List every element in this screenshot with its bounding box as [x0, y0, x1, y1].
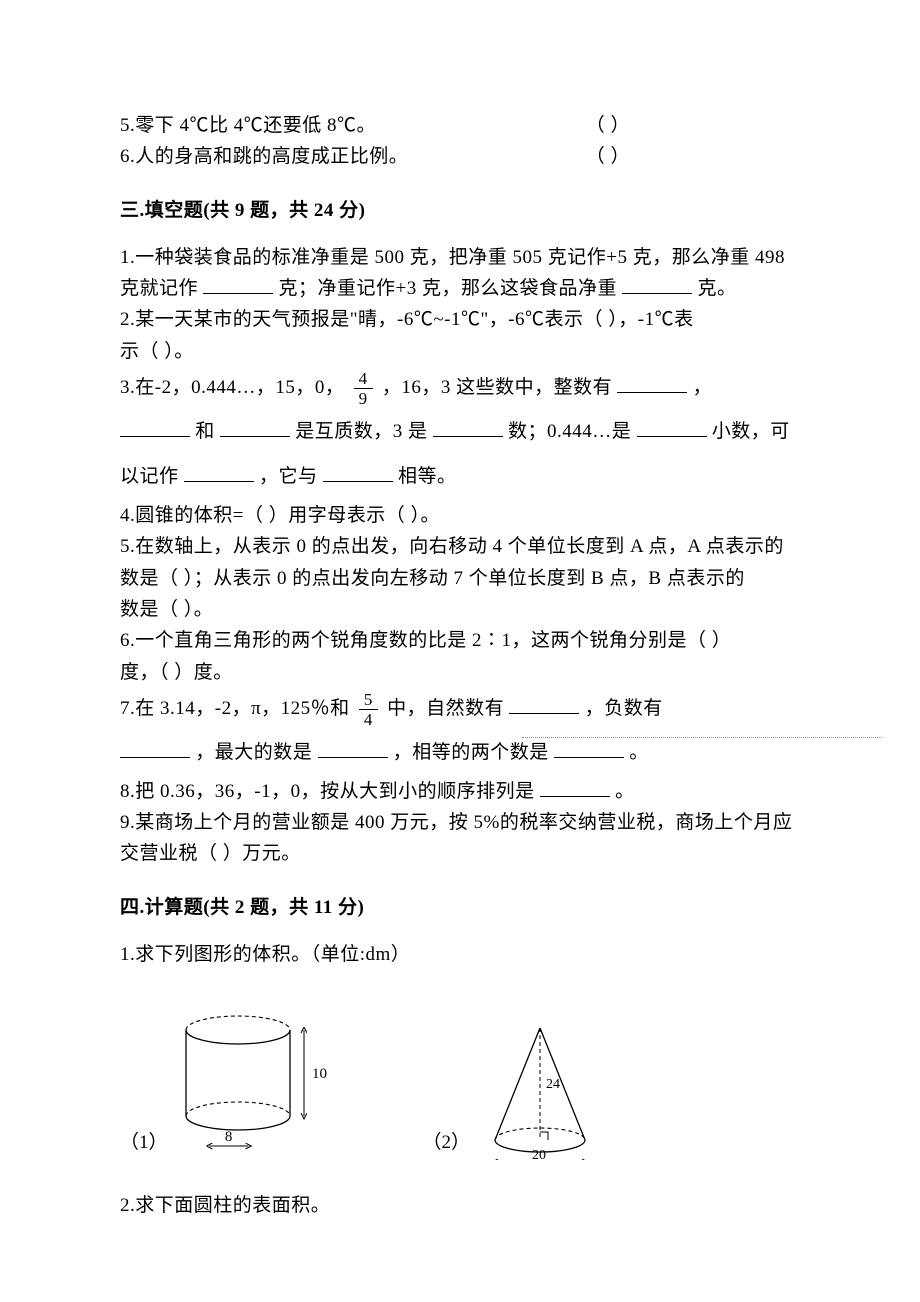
frac-num: 4 [354, 370, 373, 389]
q3-2-line1: 2.某一天某市的天气预报是"晴，-6℃~-1℃"，-6℃表示（ ），-1℃表 [120, 304, 805, 335]
blank [220, 417, 290, 437]
tf-q5-paren: （ ） [586, 110, 630, 141]
blank [433, 417, 503, 437]
q3-3-line3: 以记作 ，它与 相等。 [120, 454, 805, 500]
tf-item-5: 5.零下 4℃比 4℃还要低 8℃。 （ ） [120, 110, 630, 141]
figure-1-group: （1） 10 8 [120, 1010, 353, 1160]
fraction-4-9: 4 9 [354, 370, 373, 407]
q3-9-line2: 交营业税（ ）万元。 [120, 838, 805, 869]
svg-text:24: 24 [546, 1077, 560, 1092]
q3-3c-pre: 以记作 [120, 466, 179, 487]
blank [540, 777, 610, 797]
q3-1-line2: 克就记作 克；净重记作+3 克，那么这袋食品净重 克。 [120, 273, 805, 304]
svg-text:20: 20 [532, 1148, 546, 1160]
tf-q6-text: 6.人的身高和跳的高度成正比例。 [120, 141, 408, 172]
q3-3-suf: ， [693, 377, 713, 398]
q4-2: 2.求下面圆柱的表面积。 [120, 1190, 805, 1221]
q3-5-line1: 5.在数轴上，从表示 0 的点出发，向右移动 4 个单位长度到 A 点，A 点表… [120, 531, 805, 562]
q3-8-pre: 8.把 0.36，36，-1，0，按从大到小的顺序排列是 [120, 781, 535, 802]
blank [637, 417, 707, 437]
blank [617, 373, 687, 393]
section-3-heading: 三.填空题(共 9 题，共 24 分) [120, 195, 805, 222]
section-4-heading: 四.计算题(共 2 题，共 11 分) [120, 892, 805, 919]
frac-num: 5 [359, 691, 378, 710]
q3-3c-mid: ，它与 [259, 466, 318, 487]
q3-4: 4.圆锥的体积=（ ）用字母表示（ ）。 [120, 500, 805, 531]
q3-7b-mid2: ，相等的两个数是 [393, 742, 549, 763]
q3-5-line2: 数是（ ）；从表示 0 的点出发向左移动 7 个单位长度到 B 点，B 点表示的 [120, 563, 805, 594]
q3-3-pre: 3.在-2，0.444…，15，0， [120, 377, 344, 398]
q3-6-line1: 6.一个直角三角形的两个锐角度数的比是 2∶1，这两个锐角分别是（ ） [120, 625, 805, 656]
blank [509, 694, 579, 714]
q3-1-line1: 1.一种袋装食品的标准净重是 500 克，把净重 505 克记作+5 克，那么净… [120, 242, 805, 273]
frac-den: 4 [359, 710, 378, 728]
blank [318, 738, 388, 758]
fraction-5-4: 5 4 [359, 691, 378, 728]
q3-2-line2: 示（ ）。 [120, 336, 805, 367]
q3-5-line3: 数是（ ）。 [120, 594, 805, 625]
figure-2-group: （2） 24 20 [423, 1010, 621, 1160]
q3-3b-and: 和 [195, 421, 215, 442]
dotted-rule [522, 737, 882, 738]
q3-7-pre: 7.在 3.14，-2，π，125％和 [120, 698, 350, 719]
q3-1-mid: 克；净重记作+3 克，那么这袋食品净重 [279, 278, 617, 299]
blank [120, 738, 190, 758]
frac-den: 9 [354, 389, 373, 407]
q3-7-mid: 中，自然数有 [387, 698, 504, 719]
figures-row: （1） 10 8 （2） 24 20 [120, 1010, 805, 1160]
q3-3b-mid: 是互质数，3 是 [295, 421, 427, 442]
q3-9-line1: 9.某商场上个月的营业额是 400 万元，按 5%的税率交纳营业税，商场上个月应 [120, 807, 805, 838]
svg-text:10: 10 [312, 1066, 327, 1082]
q3-3b-mid2: 数；0.444…是 [508, 421, 631, 442]
q3-1-pre: 克就记作 [120, 278, 198, 299]
tf-item-6: 6.人的身高和跳的高度成正比例。 （ ） [120, 141, 630, 172]
q3-7b-mid: ，最大的数是 [195, 742, 312, 763]
q3-3b-suf: 小数，可 [712, 421, 790, 442]
blank [184, 462, 254, 482]
figure-2-label: （2） [423, 1127, 471, 1160]
q4-1: 1.求下列图形的体积。（单位:dm） [120, 939, 805, 970]
svg-text:8: 8 [224, 1129, 232, 1145]
q3-1-suf: 克。 [697, 278, 736, 299]
q3-3-line1: 3.在-2，0.444…，15，0， 4 9 ，16，3 这些数中，整数有 ， [120, 367, 805, 409]
q3-7-line1: 7.在 3.14，-2，π，125％和 5 4 中，自然数有 ，负数有 [120, 688, 805, 730]
q3-3-line2: 和 是互质数，3 是 数；0.444…是 小数，可 [120, 409, 805, 455]
cone-diagram: 24 20 [480, 1010, 620, 1160]
q3-3-mid: ，16，3 这些数中，整数有 [382, 377, 612, 398]
blank [120, 417, 190, 437]
blank [554, 738, 624, 758]
blank [203, 274, 273, 294]
cylinder-diagram: 10 8 [178, 1010, 353, 1160]
q3-7b-suf: 。 [629, 742, 649, 763]
blank [323, 462, 393, 482]
tf-q5-text: 5.零下 4℃比 4℃还要低 8℃。 [120, 110, 376, 141]
blank [622, 274, 692, 294]
tf-q6-paren: （ ） [586, 141, 630, 172]
figure-1-label: （1） [120, 1127, 168, 1160]
q3-6-line2: 度，（ ）度。 [120, 657, 805, 688]
q3-8: 8.把 0.36，36，-1，0，按从大到小的顺序排列是 。 [120, 776, 805, 807]
q3-3c-suf: 相等。 [398, 466, 457, 487]
q3-8-suf: 。 [615, 781, 635, 802]
q3-7-suf: ，负数有 [585, 698, 663, 719]
